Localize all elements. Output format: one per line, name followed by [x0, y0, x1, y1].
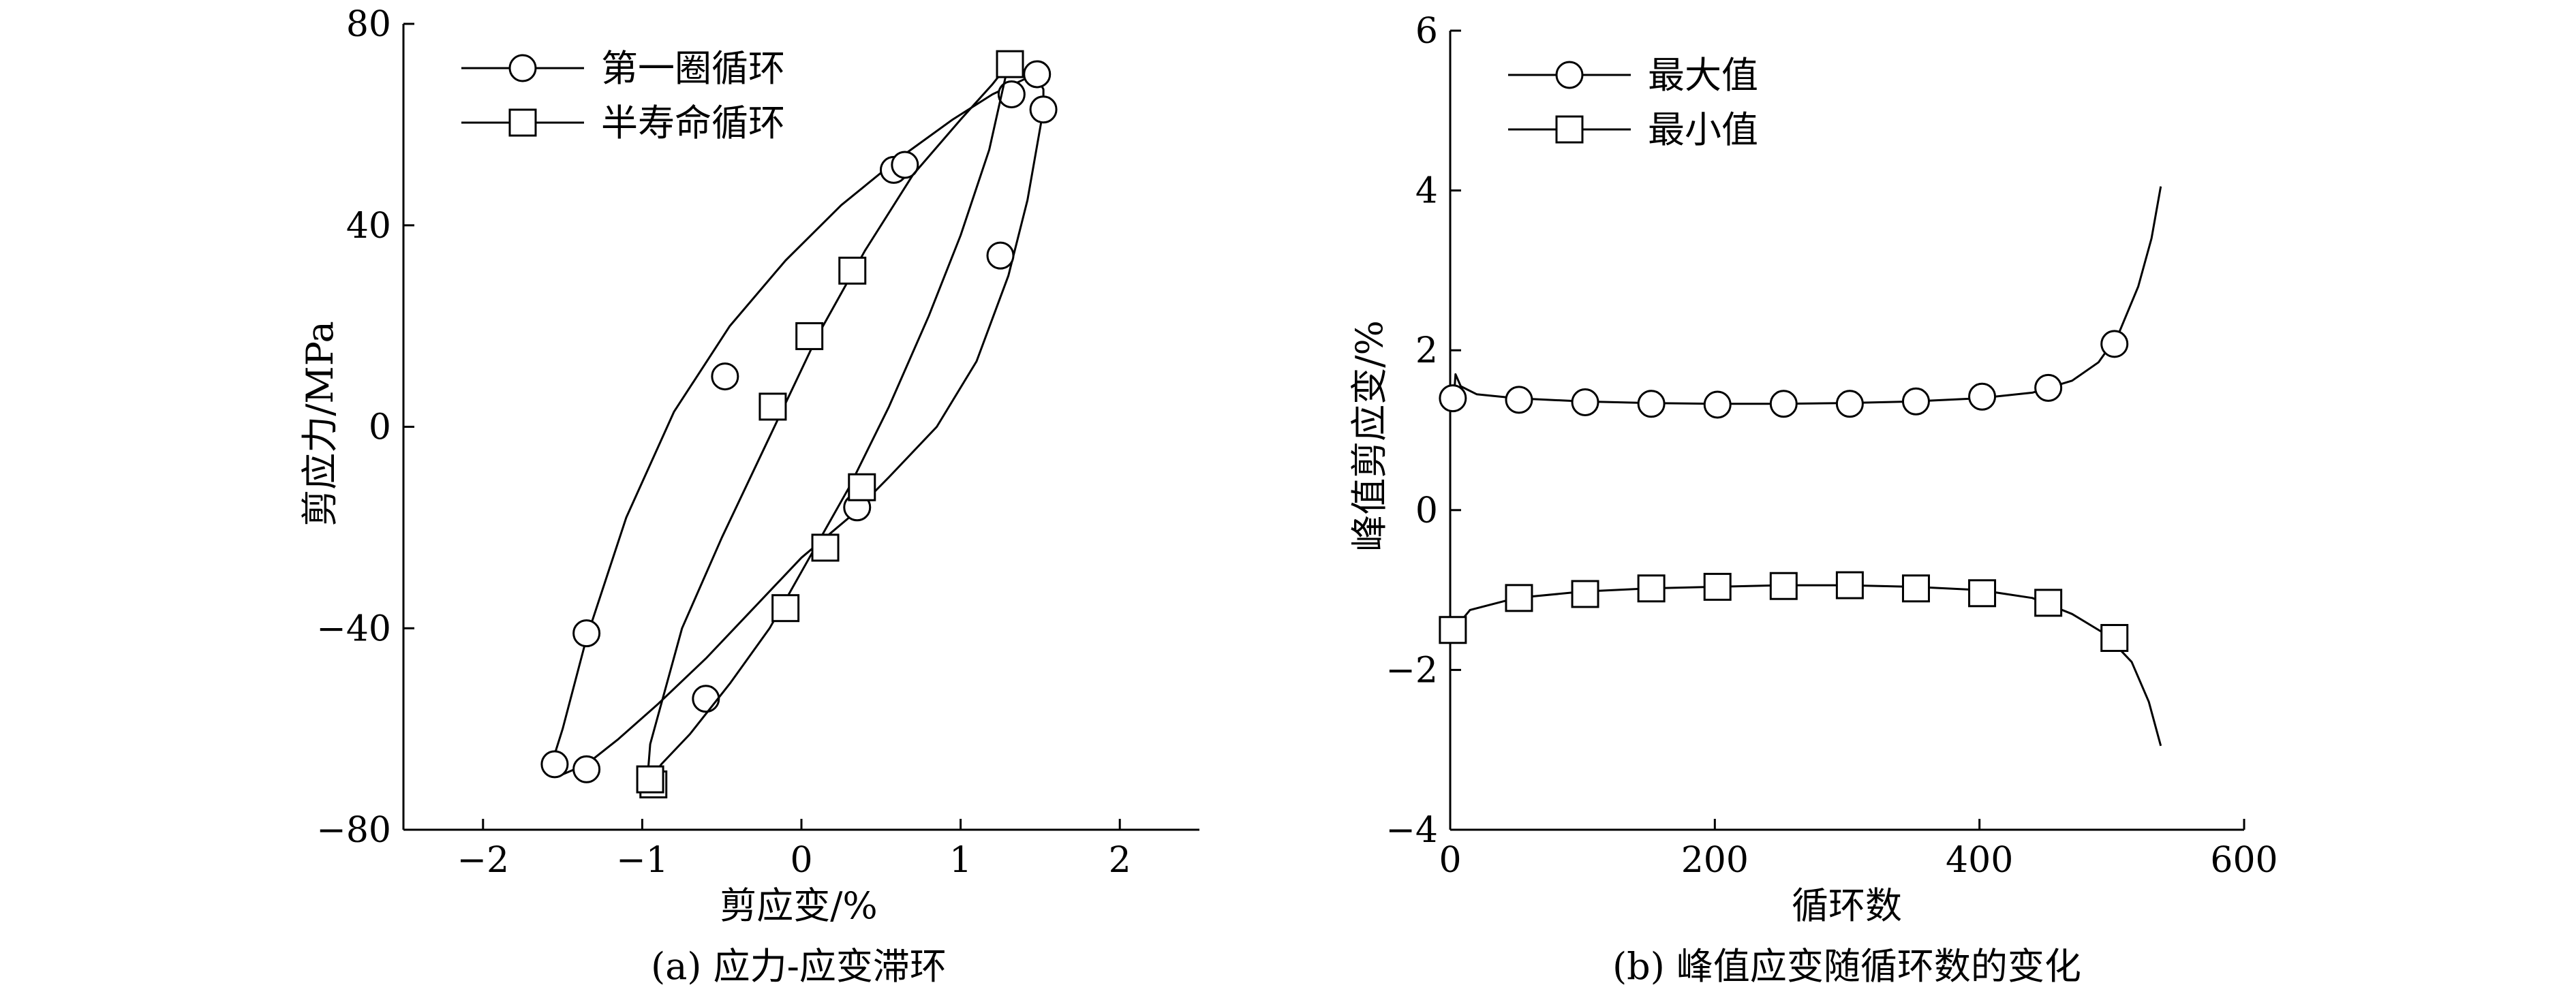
chart-a-caption: (a) 应力-应变滞环 [651, 945, 947, 988]
chart-a-series-1-point [711, 362, 739, 391]
chart-b-series-1-line [1453, 186, 2162, 405]
legend-a-swatch-marker [508, 54, 537, 82]
chart-a-series-2-point [848, 473, 876, 501]
legend-a-label-2: 半寿命循环 [601, 102, 785, 144]
chart-a-y-tick-label: 0 [369, 407, 391, 448]
chart-b-series-2-point [1439, 616, 1467, 644]
chart-b-series-2-point [2034, 589, 2063, 617]
chart-a-series-2-point [795, 322, 824, 350]
legend-b-swatch-marker [1555, 115, 1584, 144]
legend-a-swatch-marker [508, 108, 537, 137]
chart-a-series-1-point [572, 619, 601, 648]
chart-a-x-tick-label: −2 [457, 840, 509, 881]
chart-a-series-1-point [540, 750, 569, 779]
chart-b-series-1-point [1439, 384, 1467, 413]
chart-a-series-2-point [636, 765, 664, 794]
chart-a-series-1-point [891, 151, 919, 179]
chart-a-series-1-point [1023, 60, 1052, 89]
chart-a-axes: −2 −1 0 1 2 −80 −40 0 40 80 [316, 4, 1199, 881]
legend-b-swatch-marker [1555, 61, 1584, 89]
chart-b-x-tick-label: 0 [1439, 840, 1461, 881]
chart-a-series-2-point [811, 533, 840, 562]
chart-a-series-1-line [552, 76, 1045, 776]
chart-b-series-1-point [1769, 390, 1798, 418]
chart-b-series-2-point [1769, 572, 1798, 600]
chart-b-y-tick-label: −4 [1385, 810, 1438, 851]
legend-b-label-1: 最大值 [1648, 54, 1758, 97]
chart-b-series-2-point [1703, 572, 1732, 601]
chart-a-y-axis-label: 剪应力/MPa [298, 321, 341, 527]
chart-b-series-1-point [2100, 330, 2129, 358]
chart-a-series-1-point [1029, 95, 1058, 124]
chart-b-series-2-point [1901, 574, 1930, 603]
chart-b-series-1-point [2034, 373, 2063, 402]
chart-b-series-2-point [1505, 584, 1533, 612]
chart-a-series-2-point [771, 594, 800, 623]
chart-a-y-tick-label: −80 [316, 810, 391, 851]
chart-b-series [1439, 186, 2162, 747]
chart-b-x-axis-label: 循环数 [1792, 884, 1902, 927]
chart-a-x-tick-label: 0 [790, 840, 812, 881]
chart-b-y-axis-label: 峰值剪应变/% [1348, 320, 1391, 552]
chart-b-series-1-point [1968, 382, 1997, 411]
chart-b-axes: 0 200 400 600 −4 −2 0 2 4 6 [1385, 11, 2278, 881]
chart-b-y-tick-label: −2 [1385, 650, 1438, 691]
chart-b-caption: (b) 峰值应变随循环数的变化 [1612, 945, 2081, 988]
chart-b-series-1-point [1637, 390, 1666, 418]
chart-b-series-2-point [1571, 580, 1599, 608]
legend-a-label-1: 第一圈循环 [601, 47, 785, 90]
chart-a-y-tick-label: −40 [316, 608, 391, 649]
chart-b-x-tick-label: 200 [1681, 840, 1749, 881]
chart-a-series-2-point [838, 256, 867, 285]
chart-a-x-tick-label: −1 [616, 840, 669, 881]
chart-b-series-1-point [1703, 390, 1732, 419]
chart-a-y-tick-label: 80 [346, 4, 391, 45]
chart-a-series-1-point [997, 80, 1026, 109]
chart-b-series-1-point [1901, 387, 1930, 416]
chart-b-x-tick-label: 400 [1946, 840, 2013, 881]
chart-a-x-axis-label: 剪应变/% [720, 884, 878, 927]
legend-b-label-2: 最小值 [1648, 108, 1758, 151]
chart-b-y-tick-label: 6 [1415, 11, 1438, 52]
chart-b-series-1-point [1571, 388, 1599, 416]
chart-b-series-2-point [1637, 574, 1666, 603]
chart-a-x-tick-label: 1 [949, 840, 972, 881]
chart-a-series-2-point [996, 50, 1024, 78]
chart-b-y-tick-label: 2 [1415, 330, 1438, 371]
chart-b-series-1-point [1505, 386, 1533, 414]
chart-a-series-1-point [986, 241, 1015, 270]
chart-b-y-tick-label: 4 [1415, 171, 1438, 212]
chart-a-series-2-point [758, 392, 787, 421]
chart-b-series-1-point [1835, 390, 1864, 418]
chart-a-series [540, 50, 1058, 798]
chart-b-y-tick-label: 0 [1415, 490, 1438, 531]
chart-a-y-tick-label: 40 [346, 206, 391, 247]
chart-b-series-2-point [1968, 579, 1997, 608]
chart-b-series-2-point [2100, 623, 2129, 652]
chart-a-x-tick-label: 2 [1109, 840, 1131, 881]
chart-b-series-2-point [1835, 571, 1864, 599]
chart-a-series-2-line [645, 63, 1010, 785]
chart-a-series-1-point [572, 755, 601, 783]
chart-a-series-1-point [692, 685, 720, 713]
chart-b-x-tick-label: 600 [2210, 840, 2278, 881]
